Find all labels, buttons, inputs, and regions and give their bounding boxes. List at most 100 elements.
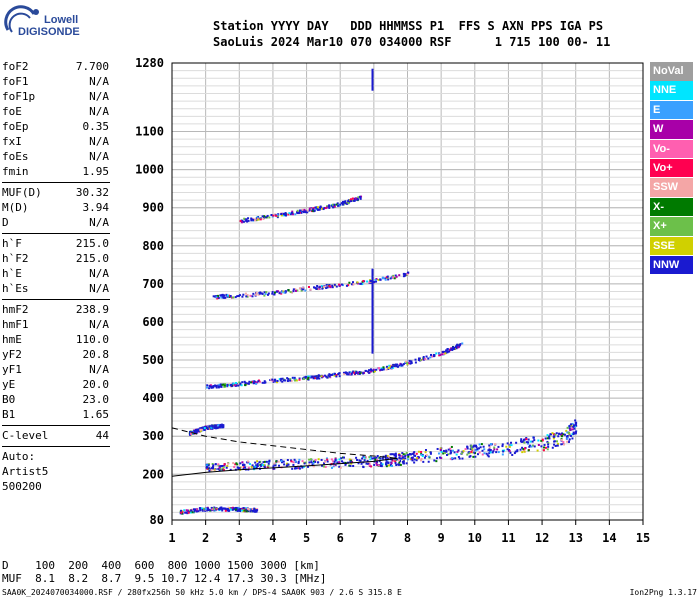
- echo-point: [385, 459, 388, 462]
- echo-point: [368, 464, 371, 467]
- echo-point: [488, 446, 491, 449]
- echo-point: [455, 453, 458, 456]
- echo-point: [377, 367, 380, 370]
- echo-point: [355, 370, 358, 373]
- echo-point: [334, 459, 337, 462]
- echo-point: [256, 460, 259, 463]
- echo-point: [312, 462, 315, 465]
- echo-point: [218, 465, 221, 468]
- echo-point: [246, 295, 249, 298]
- echo-point: [259, 218, 262, 221]
- echo-point: [339, 466, 342, 469]
- echo-point: [320, 285, 323, 288]
- echo-point: [325, 205, 328, 208]
- echo-point: [455, 345, 458, 348]
- echo-point: [210, 506, 213, 509]
- echo-point: [272, 380, 275, 383]
- echo-point: [389, 453, 392, 456]
- echo-point: [571, 428, 574, 431]
- echo-point: [403, 274, 406, 277]
- echo-point: [298, 378, 301, 381]
- echo-point: [435, 457, 438, 460]
- echo-point: [414, 361, 417, 364]
- echo-point: [340, 457, 343, 460]
- echo-point: [372, 370, 375, 373]
- echo-point: [334, 464, 337, 467]
- echo-point: [211, 508, 214, 511]
- echo-point: [509, 451, 512, 454]
- echo-point: [393, 365, 396, 368]
- echo-point: [439, 448, 442, 451]
- echo-point: [234, 508, 237, 511]
- echo-point: [286, 377, 289, 380]
- echo-point: [199, 428, 202, 431]
- y-tick-label: 900: [142, 201, 164, 215]
- echo-point: [446, 453, 449, 456]
- echo-point: [481, 453, 484, 456]
- echo-point: [318, 286, 321, 289]
- echo-point: [358, 370, 361, 373]
- echo-point: [204, 507, 207, 510]
- echo-point: [422, 358, 425, 361]
- echo-point: [263, 464, 266, 467]
- echo-point: [378, 460, 381, 463]
- echo-point: [563, 433, 566, 436]
- echo-point: [461, 450, 464, 453]
- echo-point: [283, 213, 286, 216]
- echo-point: [574, 423, 577, 426]
- echo-point: [250, 219, 253, 222]
- echo-point: [347, 202, 350, 205]
- echo-point: [312, 207, 315, 210]
- echo-point: [222, 425, 225, 428]
- echo-point: [474, 444, 477, 447]
- echo-point: [223, 294, 226, 297]
- echo-point: [547, 443, 550, 446]
- echo-point: [285, 214, 288, 217]
- echo-point: [373, 280, 376, 283]
- echo-point: [270, 213, 273, 216]
- echo-point: [553, 443, 556, 446]
- echo-point: [311, 375, 314, 378]
- echo-point: [374, 278, 377, 281]
- param-row: fmin 1.95: [2, 165, 109, 178]
- echo-point: [443, 353, 446, 356]
- echo-point: [388, 364, 391, 367]
- echo-point: [314, 377, 317, 380]
- param-row: foF1p N/A: [2, 90, 109, 103]
- echo-point: [328, 285, 331, 288]
- echo-point: [506, 448, 509, 451]
- echo-point: [247, 217, 250, 220]
- echo-point: [260, 292, 263, 295]
- echo-point: [221, 468, 224, 471]
- echo-point: [394, 452, 397, 455]
- echo-point: [508, 449, 511, 452]
- legend-item: NNE: [650, 81, 693, 100]
- echo-point: [196, 428, 199, 431]
- echo-point: [279, 379, 282, 382]
- echo-point: [483, 448, 486, 451]
- echo-point: [325, 457, 328, 460]
- echo-point: [444, 352, 447, 355]
- echo-point: [362, 455, 365, 458]
- echo-point: [297, 462, 300, 465]
- echo-point: [362, 372, 365, 375]
- echo-point: [217, 463, 220, 466]
- echo-point: [225, 384, 228, 387]
- param-row: h`F2 215.0: [2, 252, 109, 265]
- echo-point: [218, 469, 221, 472]
- echo-point: [411, 456, 414, 459]
- echo-point: [280, 214, 283, 217]
- x-tick-label: 9: [438, 531, 445, 545]
- echo-point: [560, 443, 563, 446]
- echo-point: [289, 378, 292, 381]
- echo-point: [229, 507, 232, 510]
- echo-point: [439, 447, 442, 450]
- echo-point: [338, 465, 341, 468]
- echo-point: [281, 377, 284, 380]
- echo-point: [205, 386, 208, 389]
- echo-point: [475, 446, 478, 449]
- echo-point: [304, 289, 307, 292]
- legend-item: Vo+: [650, 158, 693, 178]
- echo-point: [349, 198, 352, 201]
- echo-point: [560, 435, 563, 438]
